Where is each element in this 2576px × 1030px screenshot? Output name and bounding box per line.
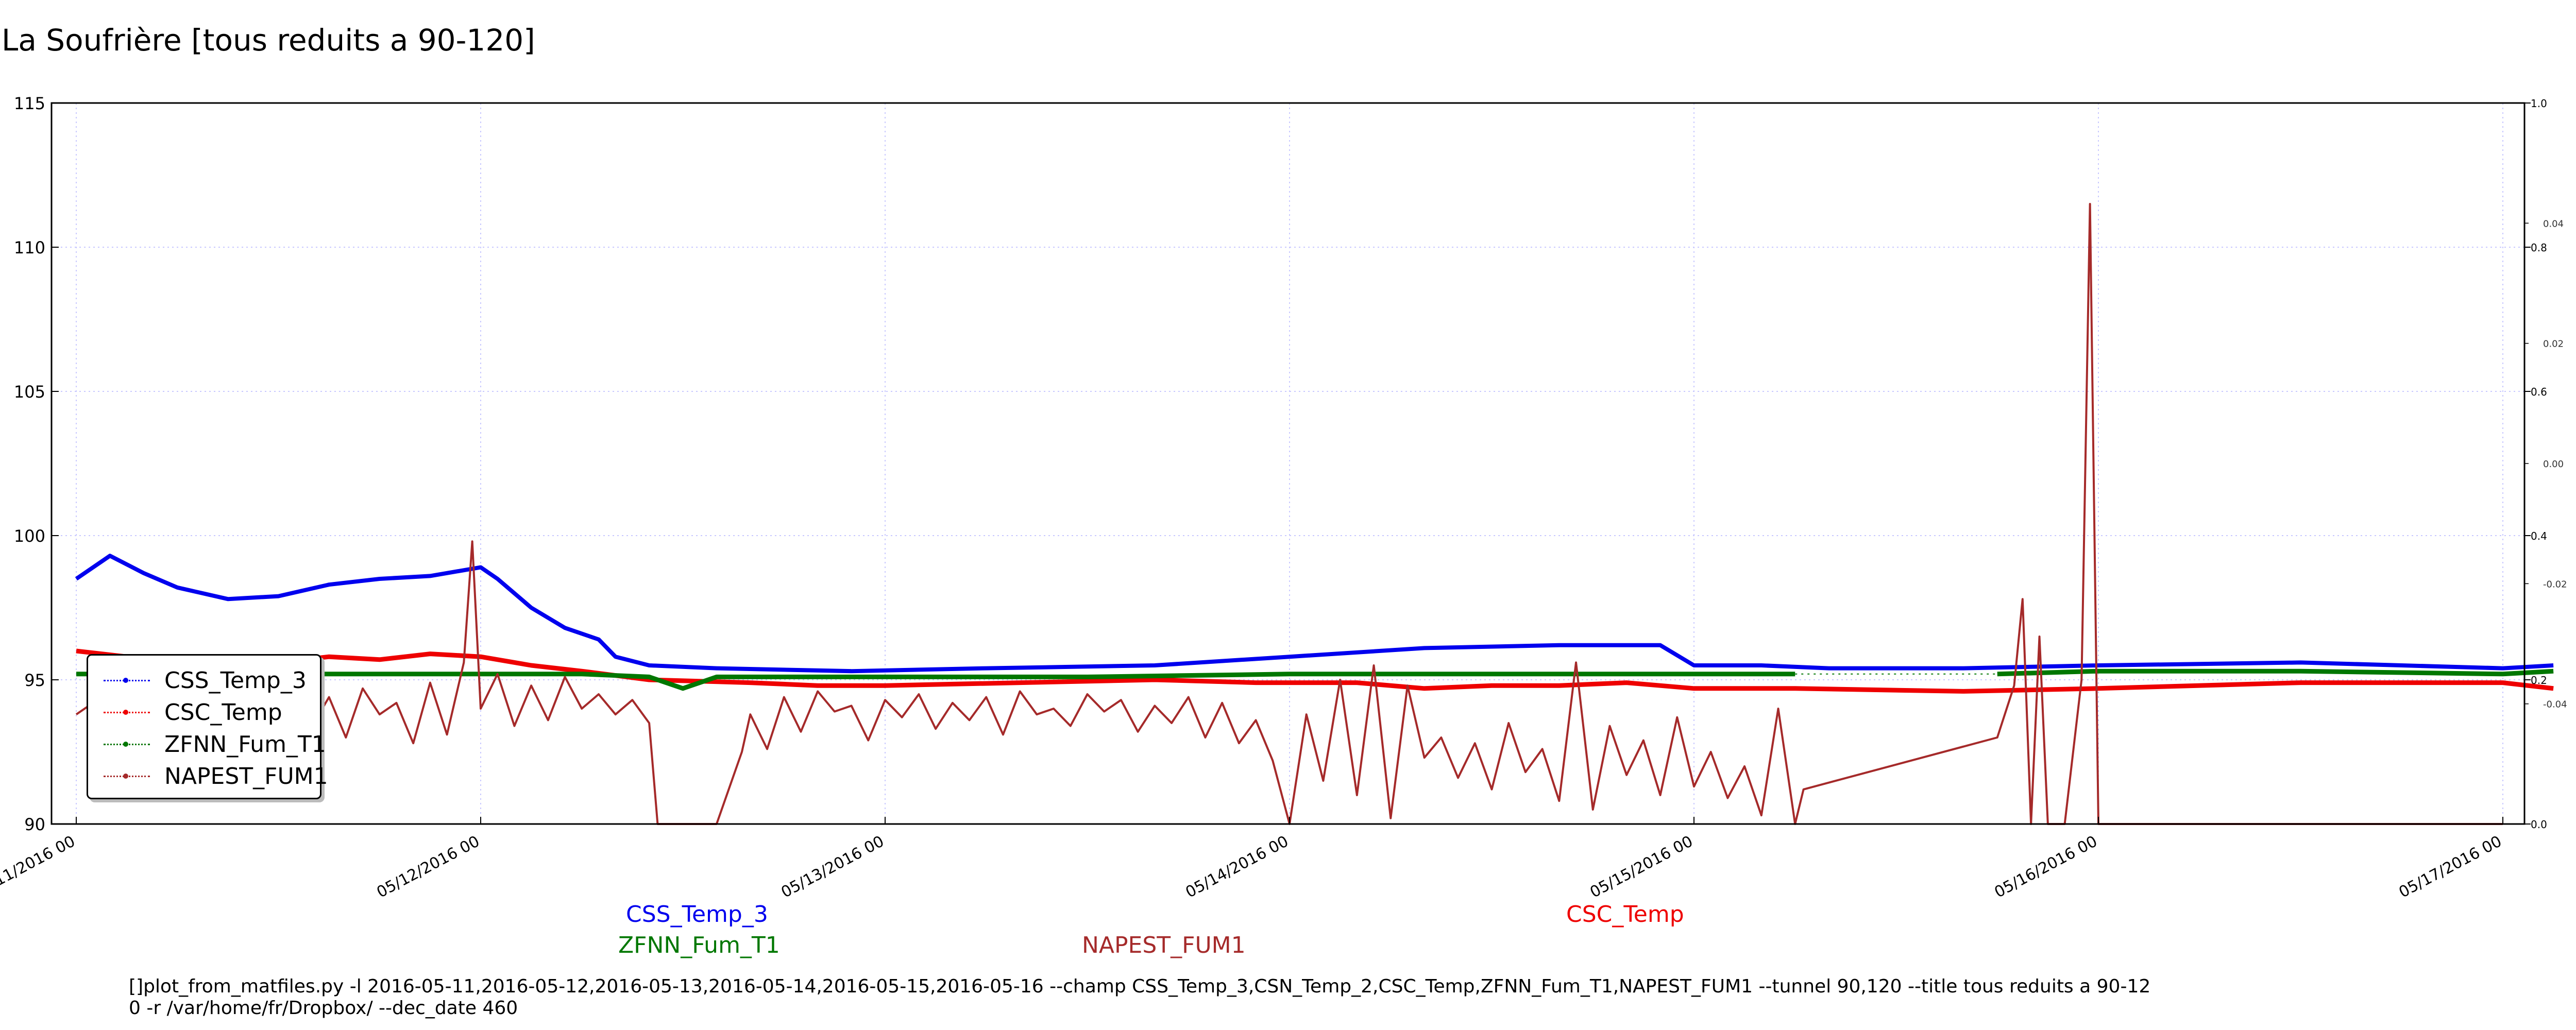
y-tick-label: 90 [24, 815, 45, 834]
legend-item-napest-fum1: NAPEST_FUM1 [104, 761, 328, 792]
legend-item-zfnn-fum-t1: ZFNN_Fum_T1 [104, 729, 326, 760]
y-tick-label: 105 [14, 382, 45, 402]
series-css-temp-3 [75, 554, 2554, 674]
legend-marker [104, 678, 150, 683]
series-line [75, 203, 2503, 825]
right-tick-label: 0.6 [2531, 386, 2547, 398]
command-line-1: []plot_from_matfiles.py -l 2016-05-11,20… [129, 976, 2151, 997]
right-tick-label: 0.4 [2531, 530, 2547, 542]
plot-frame [50, 102, 2526, 825]
bottom-label-csc-temp: CSC_Temp [1566, 901, 1684, 928]
legend-label: CSS_Temp_3 [164, 667, 307, 694]
legend-marker [104, 742, 150, 747]
y-axis: 90 95 100 105 110 115 [14, 94, 59, 834]
x-tick-label: 05/16/2016 00 [1992, 832, 2100, 901]
legend-marker [104, 710, 150, 715]
x-tick-label: 05/11/2016 00 [0, 832, 78, 901]
right-inner-tick-label: -0.02 [2543, 579, 2567, 590]
x-tick-label: 05/15/2016 00 [1587, 832, 1696, 901]
legend: CSS_Temp_3 CSC_Temp ZFNN_Fum_T1 NAPEST_F… [87, 654, 328, 799]
y-tick-label: 95 [24, 671, 45, 690]
legend-label: CSC_Temp [164, 699, 282, 726]
y-tick-label: 110 [14, 238, 45, 258]
y-tick-label: 100 [14, 526, 45, 546]
series-layer [75, 203, 2554, 825]
series-line [1997, 668, 2554, 677]
right-inner-tick-label: 0.04 [2543, 218, 2564, 229]
legend-label: ZFNN_Fum_T1 [164, 731, 326, 758]
right-tick-label: 0.8 [2531, 242, 2547, 254]
y-tick-label: 115 [14, 94, 45, 113]
x-tick-label: 05/17/2016 00 [2396, 832, 2505, 901]
legend-item-csc-temp: CSC_Temp [104, 697, 282, 728]
legend-item-css-temp-3: CSS_Temp_3 [104, 665, 307, 696]
x-tick-label: 05/13/2016 00 [778, 832, 887, 901]
x-tick-label: 05/14/2016 00 [1183, 832, 1292, 901]
bottom-label-zfnn-fum-t1: ZFNN_Fum_T1 [618, 932, 780, 958]
legend-label: NAPEST_FUM1 [164, 763, 328, 789]
legend-marker [104, 774, 150, 779]
series-line [76, 672, 1795, 691]
right-inner-tick-label: -0.04 [2543, 699, 2567, 710]
right-tick-label: 0.2 [2531, 674, 2547, 686]
chart-title: La Soufrière [tous reduits a 90-120] [2, 23, 535, 58]
series-napest-fum1 [75, 203, 2503, 825]
series-zfnn-fum-t1 [76, 668, 2554, 691]
x-tick-label: 05/12/2016 00 [374, 832, 483, 901]
series-line [75, 554, 2554, 674]
command-line-2: 0 -r /var/home/fr/Dropbox/ --dec_date 46… [129, 998, 518, 1019]
grid-lines [52, 103, 2524, 824]
right-tick-label: 1.0 [2531, 97, 2547, 110]
right-tick-label: 0.0 [2531, 818, 2547, 831]
right-inner-tick-label: 0.02 [2543, 339, 2564, 350]
right-axis: 0.0 0.2 0.4 0.6 0.8 1.0 -0.04 -0.02 0.00 0.02 0.04 [2524, 97, 2567, 831]
bottom-label-napest-fum1: NAPEST_FUM1 [1082, 932, 1246, 958]
x-axis: 05/11/2016 00 05/12/2016 00 05/13/2016 00 0… [0, 817, 2505, 902]
bottom-label-css-temp-3: CSS_Temp_3 [626, 901, 768, 928]
right-inner-tick-label: 0.00 [2543, 459, 2564, 470]
